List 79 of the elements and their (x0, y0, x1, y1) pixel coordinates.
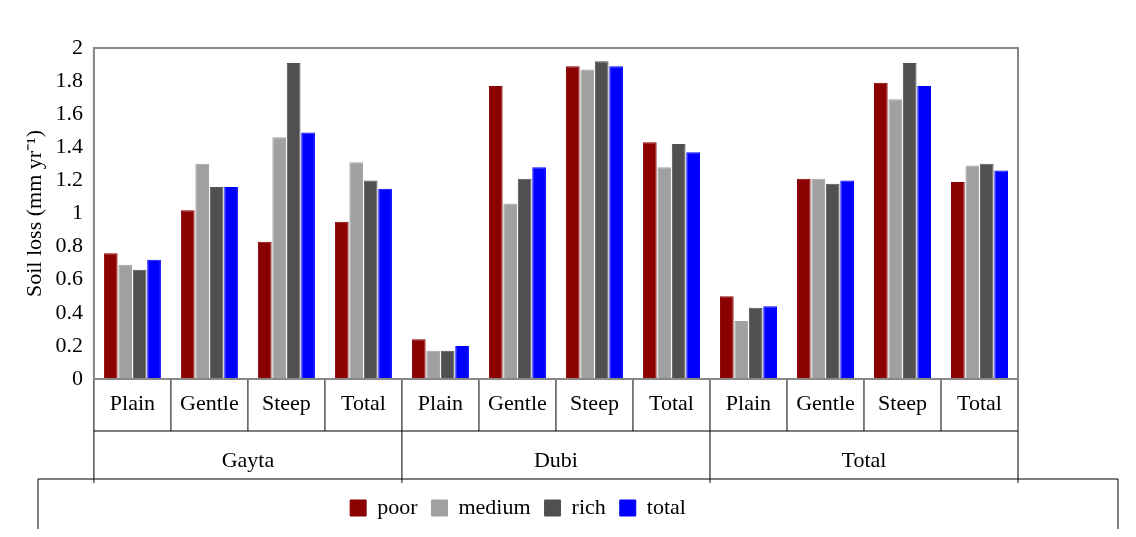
bar (195, 163, 210, 379)
bar (950, 182, 965, 379)
y-tick-label: 1.8 (55, 66, 83, 92)
bar (411, 339, 426, 379)
bar (609, 66, 623, 379)
bar (979, 163, 994, 379)
bar (103, 253, 118, 379)
bar (994, 170, 1009, 379)
bar (796, 178, 811, 379)
bar (334, 221, 349, 379)
bar (917, 86, 932, 379)
y-tick-label: 1.6 (55, 99, 83, 125)
bar (873, 82, 888, 379)
legend-label: poor (377, 493, 419, 519)
bar (565, 66, 580, 379)
bar (965, 165, 980, 379)
bar (286, 62, 301, 379)
x-tick-label: Plain (725, 389, 772, 415)
bar (825, 183, 840, 379)
y-tick-label: 0.2 (55, 331, 83, 357)
text: Dubi (533, 446, 578, 472)
x-tick-label: Gentle (488, 389, 547, 415)
bar (455, 345, 469, 379)
bar (301, 132, 315, 379)
x-tick-label: Plain (109, 389, 156, 415)
bar (888, 99, 903, 379)
bar (594, 61, 609, 379)
bar (132, 269, 147, 379)
bar (734, 321, 749, 379)
bar (902, 62, 917, 379)
text: Gayta (221, 446, 275, 472)
y-tick-label: 0.8 (55, 232, 83, 258)
bar (719, 296, 734, 379)
bar (686, 152, 700, 379)
bar (426, 350, 441, 379)
bar (642, 142, 657, 379)
bar (378, 188, 392, 379)
x-tick-label: Total (649, 389, 694, 415)
bar (532, 167, 546, 379)
y-tick-label: 0 (71, 364, 83, 390)
bar (257, 241, 272, 379)
bar (440, 350, 455, 379)
x-tick-label: Plain (417, 389, 464, 415)
legend-label: medium (458, 493, 531, 519)
y-tick-label: 0.4 (55, 298, 83, 324)
bar (657, 167, 672, 379)
x-tick-label: Gentle (180, 389, 239, 415)
bar (272, 137, 287, 379)
y-tick-label: 1.4 (55, 133, 83, 159)
x-tick-label: Gentle (796, 389, 855, 415)
bar (488, 86, 503, 379)
y-tick-label: 2 (71, 33, 83, 59)
legend-label: total (646, 493, 686, 519)
bar (118, 264, 133, 379)
x-tick-label: Total (957, 389, 1002, 415)
y-tick-label: 0.6 (55, 265, 83, 291)
y-tick-label: 1.2 (55, 166, 83, 192)
legend-label: rich (571, 493, 606, 519)
x-tick-label: Total (340, 389, 386, 415)
x-tick-label: Steep (570, 389, 619, 415)
y-axis-title: Soil loss (mm yr⁻¹) (20, 130, 46, 297)
bar (748, 307, 763, 379)
bar (503, 203, 518, 379)
bar (517, 178, 532, 379)
bar (840, 180, 854, 379)
bar (363, 180, 378, 379)
bar (671, 143, 686, 379)
bar (811, 178, 826, 379)
text: Total (841, 446, 887, 472)
bar (763, 306, 777, 379)
x-tick-label: Steep (261, 389, 311, 415)
bar (147, 259, 161, 379)
bar (180, 210, 195, 379)
bar (349, 162, 364, 379)
bar (224, 187, 238, 379)
y-tick-label: 1 (71, 199, 83, 225)
bar (209, 187, 224, 379)
bar (580, 69, 595, 379)
x-tick-label: Steep (878, 389, 927, 415)
